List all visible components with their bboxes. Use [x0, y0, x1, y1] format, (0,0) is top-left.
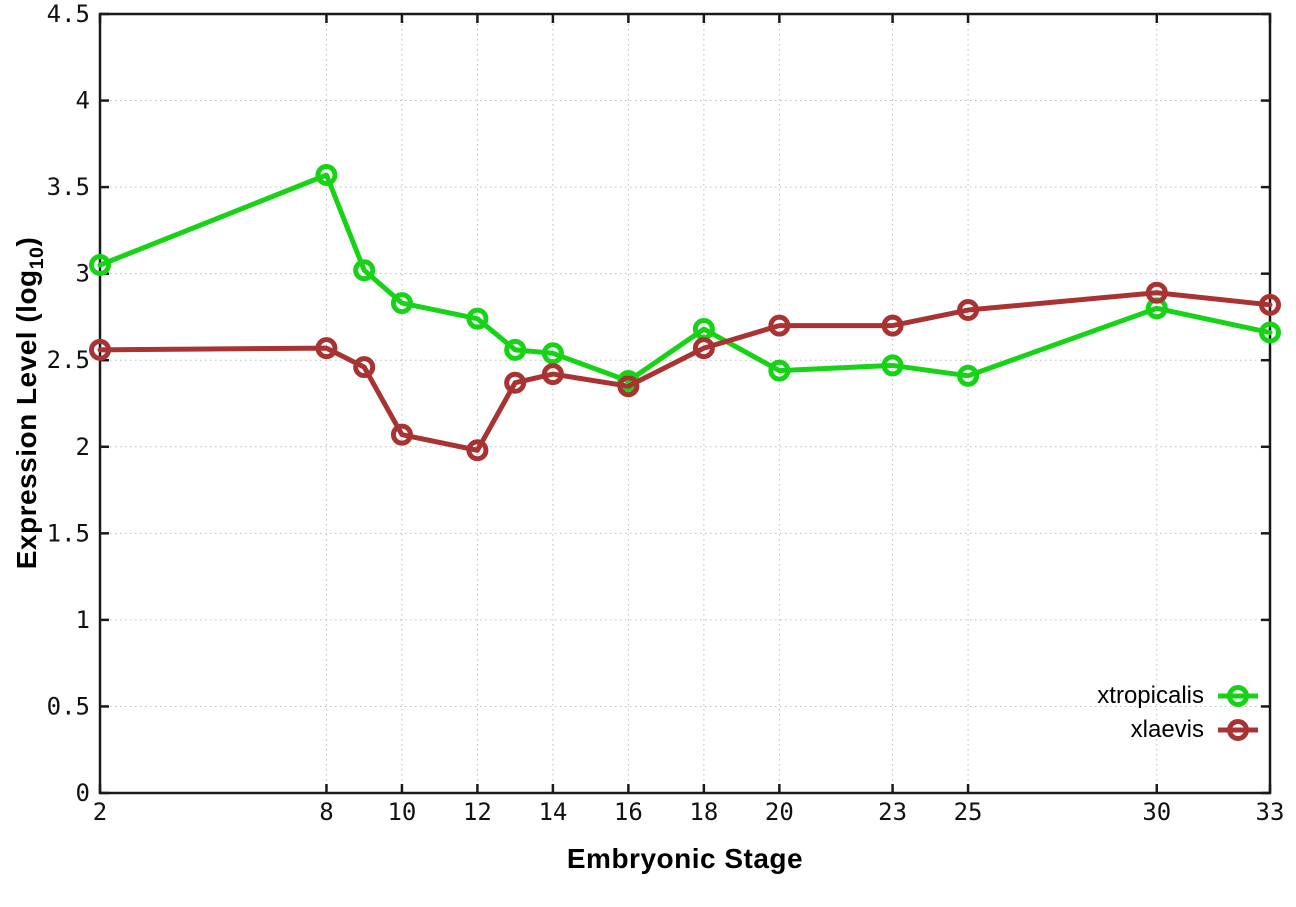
y-tick-label: 2.5: [47, 346, 90, 374]
y-tick-label: 1: [76, 606, 90, 634]
data-point: [881, 314, 904, 337]
legend-label-xlaevis: xlaevis: [1130, 716, 1204, 743]
data-point: [315, 163, 338, 186]
data-point: [466, 439, 489, 462]
data-point: [89, 254, 111, 277]
y-axis-title: Expression Level (log10): [11, 237, 49, 570]
legend-label-xtropicalis: xtropicalis: [1097, 682, 1204, 709]
data-point: [89, 338, 111, 361]
y-tick-label: 1.5: [47, 519, 90, 547]
y-axis-title-suffix: ): [11, 236, 43, 247]
y-tick-label: 2: [76, 433, 90, 461]
data-point: [353, 356, 376, 379]
x-tick-label: 10: [387, 798, 416, 826]
x-tick-label: 30: [1142, 798, 1171, 826]
data-point: [617, 375, 640, 398]
axis-layer: [98, 12, 1272, 795]
series-line: [97, 290, 1273, 453]
series-xlaevis: [89, 281, 1281, 462]
data-point: [504, 338, 527, 361]
x-tick-label: 23: [878, 798, 907, 826]
data-point: [768, 359, 791, 382]
y-tick-label: 0: [76, 779, 90, 807]
x-tick-label: 8: [319, 798, 333, 826]
x-tick-label: 18: [689, 798, 718, 826]
x-tick-label: 16: [614, 798, 643, 826]
y-tick-label: 4.5: [47, 0, 90, 28]
data-point: [390, 423, 413, 446]
data-point: [466, 307, 489, 330]
line-point-marker-icon: [1218, 685, 1258, 707]
data-point: [692, 337, 715, 360]
x-tick-label: 20: [765, 798, 794, 826]
x-tick-label: 14: [538, 798, 567, 826]
y-tick-label: 3.5: [47, 173, 90, 201]
data-point: [1145, 281, 1168, 304]
data-point: [541, 363, 564, 386]
line-point-marker-icon: [1218, 719, 1258, 741]
x-tick-label: 25: [954, 798, 983, 826]
legend-item-xlaevis: xlaevis: [1131, 715, 1260, 745]
x-tick-label: 12: [463, 798, 492, 826]
data-point: [315, 337, 338, 360]
data-point: [957, 299, 980, 322]
y-tick-label: 4: [76, 87, 90, 115]
legend-item-xtropicalis: xtropicalis: [1097, 681, 1260, 711]
data-point: [1259, 293, 1281, 316]
grid-layer: [100, 14, 1270, 793]
data-point: [768, 314, 791, 337]
data-point: [881, 354, 904, 377]
x-axis-title: Embryonic Stage: [566, 843, 804, 874]
data-point: [1259, 321, 1281, 344]
data-point: [541, 342, 564, 365]
data-point: [390, 292, 413, 315]
x-tick-label: 33: [1256, 798, 1285, 826]
plot-border: [98, 12, 1272, 795]
legend: xtropicalis xlaevis: [1097, 681, 1260, 745]
y-axis-title-subscript: 10: [25, 246, 48, 270]
y-axis-title-text: Expression Level (log: [11, 269, 43, 570]
data-point: [504, 371, 527, 394]
y-tick-label: 3: [76, 260, 90, 288]
tick-label-layer: 2 8 10 12 14 16 18 20 23 25 30 33 0 0.5 1 1.5 2 2.5 3 3.5 4 4…: [47, 0, 1285, 826]
data-point: [957, 364, 980, 387]
x-tick-label: 2: [93, 798, 107, 826]
y-tick-label: 0.5: [47, 692, 90, 720]
data-point: [353, 259, 376, 282]
